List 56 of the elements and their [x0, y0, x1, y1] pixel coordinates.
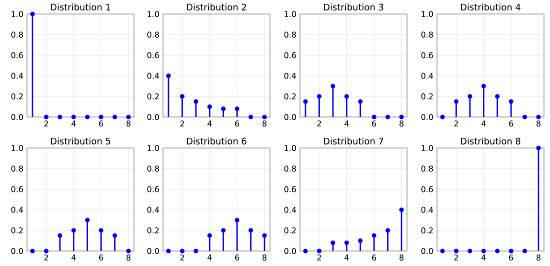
point [194, 99, 198, 104]
point [344, 240, 349, 246]
point [330, 84, 336, 88]
point [98, 228, 104, 233]
point [248, 228, 254, 233]
point [248, 114, 254, 120]
point [440, 114, 445, 120]
point [303, 99, 308, 104]
chart-title: Distribution 8 [460, 138, 520, 144]
point [234, 218, 240, 222]
point [30, 248, 35, 254]
point [399, 114, 404, 120]
chart-title: Distribution 3 [324, 4, 384, 10]
point [71, 228, 76, 233]
point [221, 228, 226, 233]
point [481, 84, 486, 88]
point [385, 228, 390, 233]
point [508, 99, 514, 104]
point [468, 94, 472, 99]
point [207, 104, 212, 109]
point [85, 218, 90, 222]
point [344, 94, 349, 99]
point [166, 74, 171, 78]
point [316, 94, 322, 99]
point [303, 248, 308, 254]
point [44, 248, 48, 254]
point [194, 248, 198, 254]
point [180, 94, 184, 99]
point [358, 238, 363, 243]
point [207, 233, 212, 238]
point [372, 114, 376, 120]
point [262, 114, 267, 120]
point [522, 114, 528, 120]
point [262, 233, 267, 238]
point [536, 114, 541, 120]
chart-title: Distribution 6 [186, 138, 246, 144]
point [495, 94, 500, 99]
point [180, 248, 184, 254]
point [372, 233, 376, 238]
chart-title: Distribution 2 [186, 4, 246, 10]
point [330, 240, 336, 246]
chart-title: Distribution 1 [50, 4, 110, 10]
point [58, 233, 62, 238]
chart-title: Distribution 7 [324, 138, 384, 144]
point [454, 99, 458, 104]
chart-title: Distribution 5 [50, 138, 110, 144]
point [316, 248, 322, 254]
point [399, 208, 404, 212]
point [112, 233, 118, 238]
point [126, 248, 131, 254]
point [166, 248, 171, 254]
point [234, 106, 240, 112]
point [358, 99, 363, 104]
chart-title: Distribution 4 [460, 4, 520, 10]
point [221, 106, 226, 112]
point [385, 114, 390, 120]
